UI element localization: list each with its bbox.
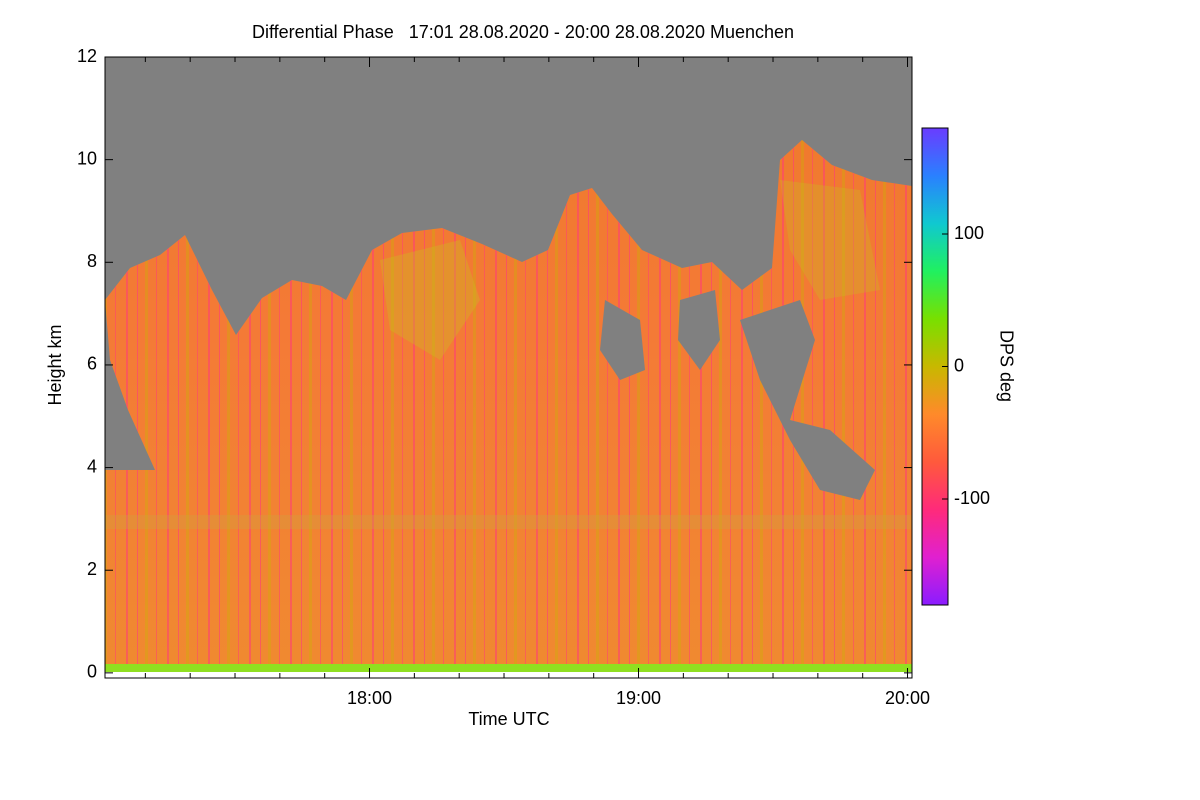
x-tick-label: 18:00 [347,688,392,708]
y-tick-label: 4 [87,456,97,476]
y-tick-label: 12 [77,46,97,66]
x-tick-label: 19:00 [616,688,661,708]
colorbar-tick-label: -100 [954,488,990,508]
y-tick-label: 10 [77,148,97,168]
y-tick-label: 8 [87,251,97,271]
colorbar-tick-label: 100 [954,223,984,243]
radar-field [105,57,912,678]
chart-title: Differential Phase 17:01 28.08.2020 - 20… [252,22,794,42]
x-axis-label: Time UTC [468,709,549,729]
colorbar-tick-label: 0 [954,355,964,375]
y-axis-label: Height km [45,324,65,405]
colorbar-label: DPS deg [996,330,1016,402]
y-tick-label: 2 [87,559,97,579]
plot-frame [104,56,913,679]
x-tick-label: 20:00 [885,688,930,708]
y-tick-label: 0 [87,662,97,682]
y-tick-label: 6 [87,354,97,374]
